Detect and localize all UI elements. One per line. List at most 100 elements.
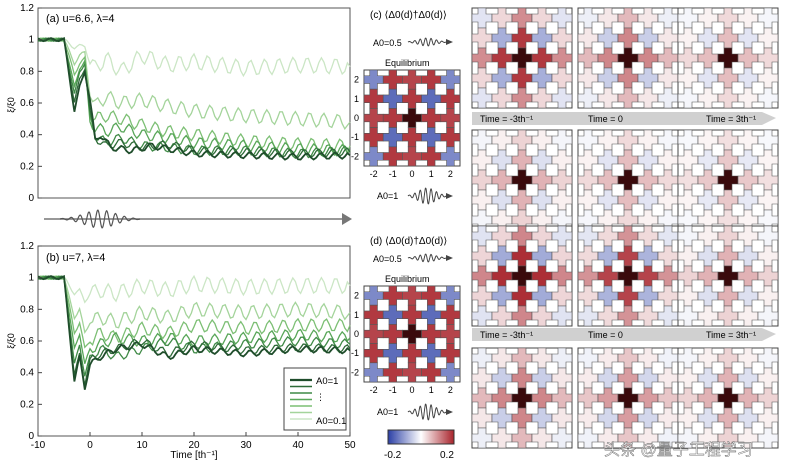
chart-1-xtick-label: -10 — [31, 440, 46, 451]
chart-1-series-2 — [38, 275, 351, 377]
chart-1-xtick-label: 0 — [87, 440, 93, 451]
lattice-plaquette — [531, 305, 553, 327]
lattice-plaquette — [511, 87, 533, 109]
panel-c-title: (c) ⟨Δ0(d)†Δ0(d)⟩ — [370, 10, 447, 21]
lattice-plaquette — [757, 87, 779, 109]
lattice-plaquette — [421, 362, 442, 383]
lattice-plaquette — [491, 87, 513, 109]
panel-c-pulse-arrowhead — [446, 193, 453, 199]
panel-d-equilibrium-lattice — [363, 285, 461, 383]
panel-c-pump-bottom-label: A0=1 — [377, 191, 398, 201]
lattice-plaquette — [677, 305, 699, 327]
chart-1-xtick-label: 20 — [188, 440, 200, 451]
panel-c-xtick-label: 0 — [409, 169, 414, 179]
panel-c-lattice: (c) ⟨Δ0(d)†Δ0(d)⟩ A0=0.5 Equilibrium -2 -… — [351, 7, 779, 231]
panel-d-ytick-label: 0 — [354, 329, 359, 339]
panel-c-ytick-label: -2 — [351, 151, 359, 161]
chart-0-ytick-label: 0.6 — [20, 98, 34, 109]
lattice-plaquette — [402, 146, 422, 167]
chart-1-series-0 — [37, 274, 351, 390]
panel-d-xtick-label: 2 — [448, 385, 453, 395]
chart-1-xtick-label: 10 — [136, 440, 148, 451]
colorbar: -0.2 0.2 — [384, 429, 455, 461]
lattice-plaquette — [637, 87, 659, 109]
chart-1-ytick-label: 1.2 — [20, 241, 34, 252]
lattice-plaquette — [382, 362, 403, 383]
lattice-plaquette — [491, 305, 513, 327]
panel-d-time-label-1: Time = 0 — [588, 330, 623, 340]
lattice-plaquette — [717, 305, 739, 327]
panel-d-time-arrow-shape — [472, 328, 776, 341]
lattice-plaquette — [737, 427, 759, 449]
panel-d-ytick-label: 2 — [354, 291, 359, 301]
colorbar-max-label: 0.2 — [440, 450, 454, 461]
panel-c-xtick-label: -1 — [389, 169, 397, 179]
panel-c-time-label-0: Time = -3th⁻¹ — [480, 114, 533, 124]
chart-0-series-0 — [37, 36, 351, 161]
chart-0-ytick-label: 1 — [28, 35, 34, 46]
panel-b-ylabel: ξ/ξ0 — [6, 333, 16, 349]
chart-1-xtick-label: 30 — [240, 440, 252, 451]
panel-d-bottom-lattice-2 — [677, 347, 779, 449]
lattice-plaquette — [402, 362, 422, 383]
lattice-plaquette — [737, 87, 759, 109]
lattice-plaquette — [617, 427, 639, 449]
panel-c-top-lattice-1 — [577, 7, 679, 109]
chart-0-series-3 — [37, 37, 351, 157]
chart-0-ytick-label: 0.4 — [20, 130, 34, 141]
lattice-plaquette — [577, 427, 599, 449]
panel-d-ytick-label: 1 — [354, 310, 359, 320]
chart-0-series-2 — [38, 37, 351, 160]
lattice-plaquette — [577, 87, 599, 109]
panel-c-time-arrow: Time = -3th⁻¹ Time = 0 Time = 3th⁻¹ — [472, 112, 776, 125]
lattice-plaquette — [717, 87, 739, 109]
chart-0-ytick-label: 0.8 — [20, 66, 34, 77]
chart-1-ytick-label: 0.2 — [20, 399, 34, 410]
legend-first-label: A0=1 — [316, 376, 338, 387]
panel-c-ytick-label: 1 — [354, 94, 359, 104]
panel-d-xtick-label: -2 — [370, 385, 378, 395]
chart-1-series-5 — [37, 275, 351, 335]
panel-d-top-lattice-1 — [577, 225, 679, 327]
lattice-plaquette — [491, 427, 513, 449]
lattice-plaquette — [757, 305, 779, 327]
chart-0-ytick-label: 1.2 — [20, 3, 34, 14]
panel-c-equilibrium-lattice — [363, 69, 461, 167]
panel-b-legend: A0=1 ⋮ A0=0.1 — [283, 367, 347, 431]
panel-d-ytick-label: -1 — [351, 348, 359, 358]
chart-1-ytick-label: 0.4 — [20, 368, 34, 379]
lattice-plaquette — [382, 146, 403, 167]
panel-c-xtick-label: 1 — [429, 169, 434, 179]
colorbar-min-label: -0.2 — [384, 450, 402, 461]
panel-d-pump-bottom-label: A0=1 — [377, 407, 398, 417]
pulse-arrow-head — [342, 213, 352, 225]
lattice-plaquette — [677, 87, 699, 109]
lattice-plaquette — [363, 362, 384, 383]
panel-d-pump-top-label: A0=0.5 — [373, 254, 402, 264]
chart-1-xtick-label: 40 — [292, 440, 304, 451]
panel-c-bottom-lattice-1 — [577, 129, 679, 231]
panel-d-top-lattice-2 — [677, 225, 779, 327]
lattice-plaquette — [597, 87, 619, 109]
panel-a-title: (a) u=6.6, λ=4 — [46, 13, 115, 25]
panel-c-pulse-arrowhead — [446, 39, 453, 45]
panel-c-pump-top-label: A0=0.5 — [373, 38, 402, 48]
lattice-plaquette — [757, 427, 779, 449]
chart-1-ytick-label: 0 — [28, 431, 34, 442]
panel-c-ytick-label: 2 — [354, 75, 359, 85]
panel-d-pulse-arrowhead — [446, 409, 453, 415]
lattice-plaquette — [737, 305, 759, 327]
lattice-plaquette — [551, 87, 573, 109]
chart-1-ytick-label: 0.6 — [20, 336, 34, 347]
lattice-plaquette — [421, 146, 442, 167]
lattice-plaquette — [531, 427, 553, 449]
lattice-plaquette — [657, 305, 679, 327]
chart-1-ytick-label: 1 — [28, 273, 34, 284]
panel-d-xtick-label: 1 — [429, 385, 434, 395]
lattice-plaquette — [637, 305, 659, 327]
chart-0-ytick-label: 0 — [28, 193, 34, 204]
panel-c-top-lattice-2 — [677, 7, 779, 109]
panel-c-pulse-bottom — [407, 187, 447, 205]
pump-pulse-arrow — [44, 209, 352, 229]
